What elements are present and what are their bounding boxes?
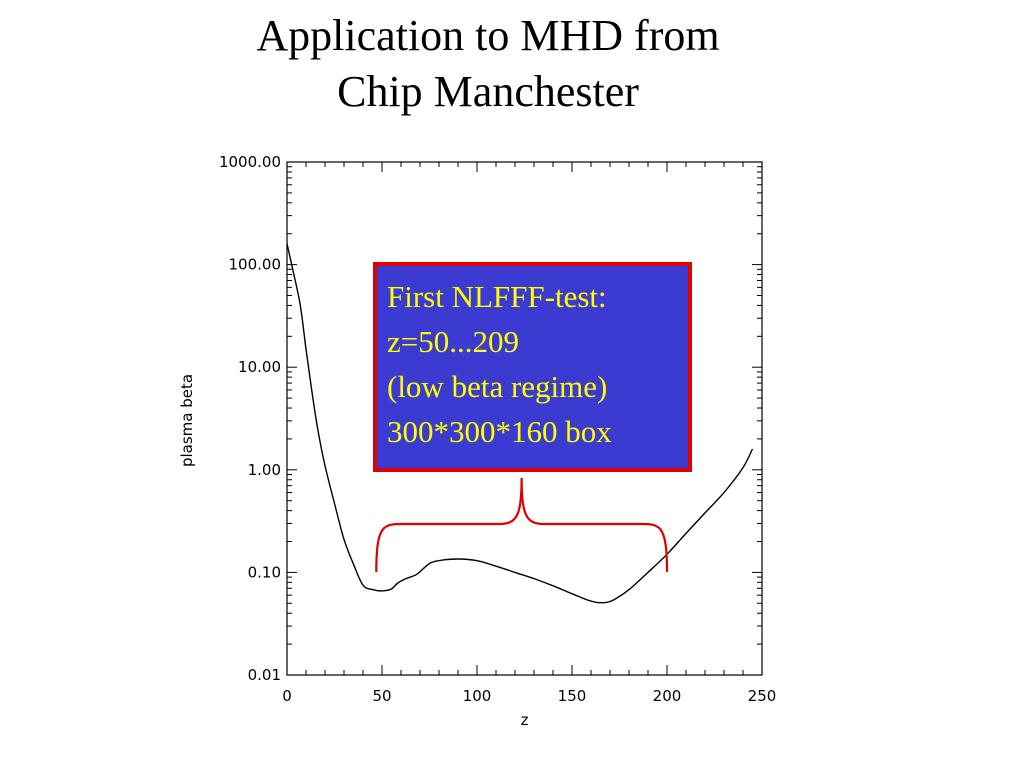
y-axis-label: plasma beta [178,374,196,467]
y-tick-label: 100.00 [229,256,282,274]
x-tick-label: 200 [653,687,682,705]
x-axis-label: z [521,711,529,729]
annotation-box [373,262,692,472]
annotation-line-4: 300*300*160 box [387,414,612,449]
x-tick-label: 0 [282,687,292,705]
annotation-line-2: z=50...209 [387,324,519,359]
x-tick-label: 150 [558,687,587,705]
y-tick-label: 0.01 [248,666,281,684]
x-tick-label: 250 [748,687,777,705]
slide-title-line-2: Chip Manchester [337,67,639,116]
y-tick-label: 1.00 [248,461,281,479]
x-tick-label: 50 [372,687,391,705]
slide-title-line-1: Application to MHD from [256,11,720,60]
slide-title: Application to MHD from Chip Manchester [0,8,976,120]
range-brace [375,477,669,573]
plot-frame [286,161,763,676]
y-tick-label: 10.00 [238,358,281,376]
annotation-line-1: First NLFFF-test: [387,279,607,314]
plasma-beta-line [286,243,754,604]
annotation-line-3: (low beta regime) [387,369,607,404]
x-tick-label: 100 [463,687,492,705]
y-tick-label: 1000.00 [219,153,281,171]
y-tick-label: 0.10 [248,563,281,581]
